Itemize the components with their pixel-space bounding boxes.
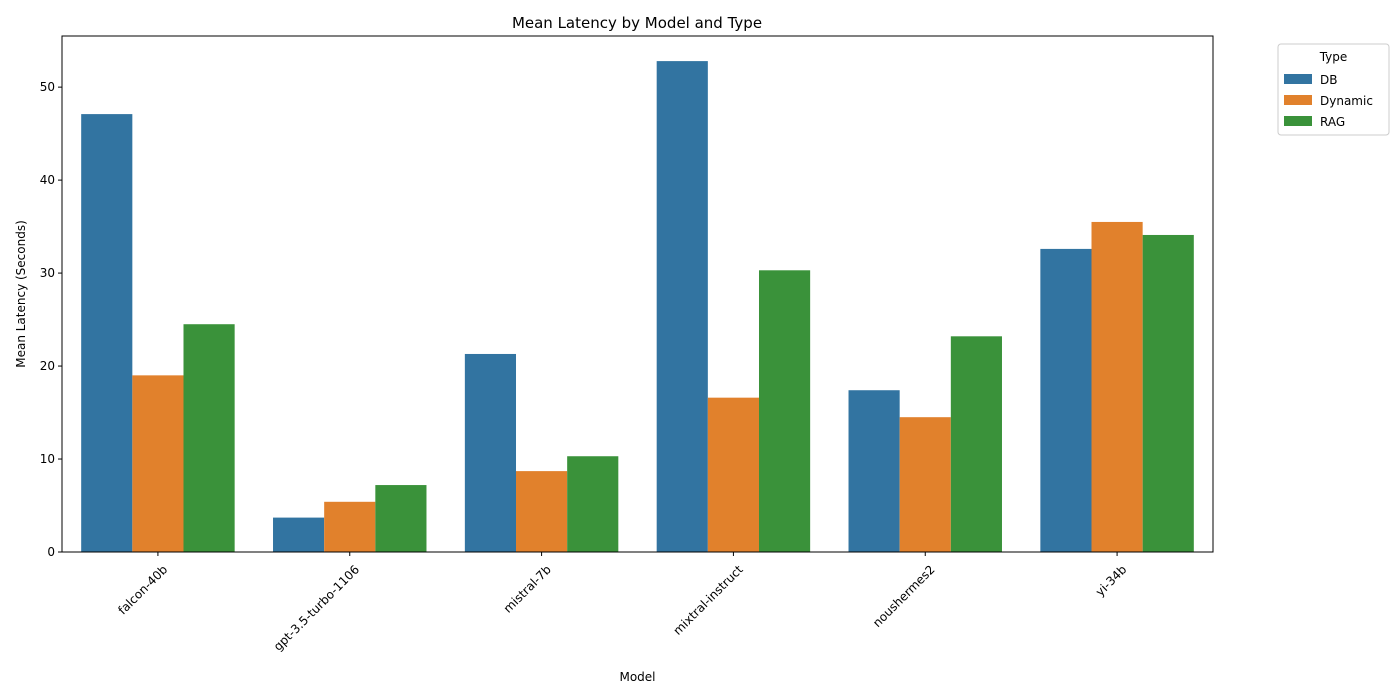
x-tick-label-mistral-7b: mistral-7b	[501, 562, 554, 615]
legend-label-db: DB	[1320, 73, 1337, 87]
x-tick-label-falcon-40b: falcon-40b	[115, 562, 170, 617]
x-tick-label-yi-34b: yi-34b	[1093, 562, 1130, 599]
y-tick-label: 0	[47, 545, 55, 559]
legend: Type DB Dynamic RAG	[1277, 43, 1390, 136]
bar-gpt-3-5-turbo-1106-dynamic	[324, 501, 376, 552]
bar-gpt-3-5-turbo-1106-db	[273, 517, 325, 552]
legend-swatch-dynamic	[1284, 95, 1312, 105]
legend-frame	[1277, 43, 1390, 136]
bar-falcon-40b-dynamic	[132, 375, 184, 552]
bars-group	[81, 61, 1194, 553]
bar-noushermes2-db	[848, 390, 900, 552]
bar-yi-34b-rag	[1142, 234, 1194, 552]
x-tick-label-mixtral-instruct: mixtral-instruct	[670, 562, 746, 638]
bar-mistral-7b-rag	[567, 456, 619, 552]
x-tick-label-noushermes2: noushermes2	[870, 562, 938, 630]
bar-mistral-7b-dynamic	[516, 471, 568, 552]
bar-falcon-40b-db	[81, 114, 133, 553]
y-axis-title: Mean Latency (Seconds)	[14, 220, 28, 368]
bar-yi-34b-db	[1040, 248, 1092, 552]
bar-falcon-40b-rag	[183, 324, 235, 552]
x-tick-label-gpt-3-5-turbo-1106: gpt-3.5-turbo-1106	[271, 562, 362, 653]
bar-mixtral-instruct-dynamic	[707, 397, 759, 552]
bar-noushermes2-dynamic	[899, 417, 951, 552]
bar-yi-34b-dynamic	[1091, 221, 1143, 552]
bar-mistral-7b-db	[464, 353, 517, 552]
legend-swatch-rag	[1284, 116, 1312, 126]
bar-gpt-3-5-turbo-1106-rag	[375, 485, 427, 552]
y-tick-label: 30	[40, 266, 55, 280]
legend-label-rag: RAG	[1320, 115, 1345, 129]
y-tick-label: 20	[40, 359, 55, 373]
y-tick-label: 40	[40, 173, 55, 187]
plot-frame	[61, 35, 1214, 553]
y-tick-label: 50	[40, 80, 55, 94]
y-axis: 0 10 20 30 40 50	[40, 80, 62, 559]
legend-label-dynamic: Dynamic	[1320, 94, 1373, 108]
x-axis: falcon-40b gpt-3.5-turbo-1106 mistral-7b mi…	[115, 552, 1129, 654]
legend-swatch-db	[1284, 74, 1312, 84]
bar-mixtral-instruct-db	[656, 61, 708, 553]
bar-noushermes2-rag	[950, 336, 1002, 552]
chart-title: Mean Latency by Model and Type	[512, 14, 762, 32]
bar-mixtral-instruct-rag	[758, 270, 811, 552]
x-axis-title: Model	[619, 670, 655, 684]
y-tick-label: 10	[40, 452, 55, 466]
legend-title: Type	[1319, 50, 1348, 64]
